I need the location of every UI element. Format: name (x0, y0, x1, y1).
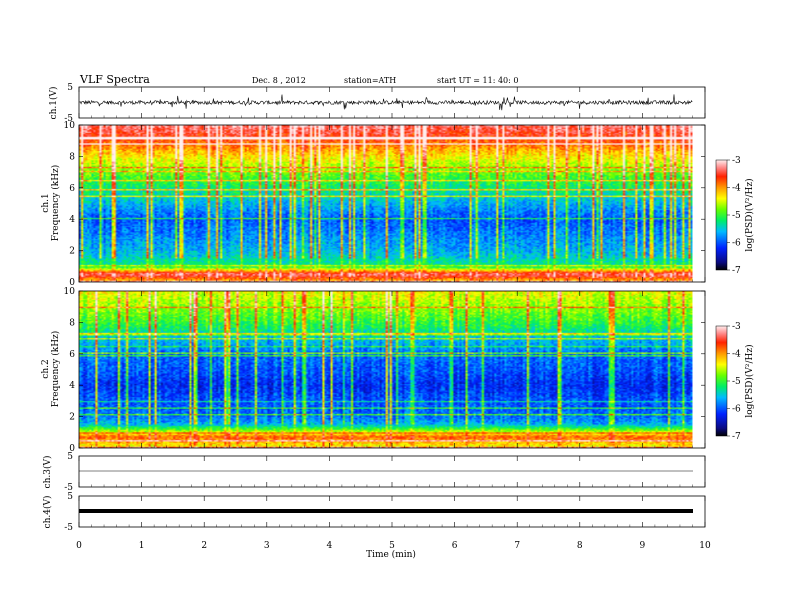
ch1-waveform-panel: 5 -5 ch.1(V) (48, 83, 706, 124)
time-tick-label: 9 (640, 541, 646, 551)
date-label: Dec. 8 , 2012 (252, 76, 306, 85)
ch2-colorbar: -3 -4 -5 -6 -7 log(PSD)(V²/Hz) (715, 322, 755, 442)
ch1-spectrogram-ylabel-freq: Frequency (kHz) (50, 165, 61, 242)
ch1-colorbar-ticks: -3 -4 -5 -6 -7 (727, 156, 741, 276)
time-tick-label: 0 (76, 541, 82, 551)
time-tick-label: 7 (514, 541, 520, 551)
ch2-ytick-group: 0 2 4 6 8 10 (64, 287, 705, 454)
ch1-ytick-label: 6 (69, 184, 75, 194)
time-tick-label: 8 (577, 541, 583, 551)
station-label: station=ATH (344, 76, 396, 85)
ch1-ytick-bottom: -5 (64, 114, 73, 124)
ch1-colorbar-tick-label: -6 (732, 239, 741, 249)
ch2-colorbar-tick-label: -6 (732, 405, 741, 415)
ch3-ytick-bottom: -5 (64, 483, 73, 493)
ch1-colorbar-gradient (715, 159, 728, 271)
ch1-ytick-label: 0 (69, 278, 75, 288)
ch1-spectrogram-image (79, 125, 693, 282)
ch2-ytick-label: 2 (69, 413, 75, 423)
ch2-colorbar-tick-label: -7 (732, 432, 741, 442)
ch1-waveform-ylabel: ch.1(V) (48, 87, 59, 120)
time-axis: 0 1 2 3 4 5 6 7 8 9 10 (76, 87, 711, 551)
ch2-ytick-label: 4 (69, 381, 75, 391)
time-tick-label: 5 (389, 541, 395, 551)
ch2-ytick-label: 6 (69, 350, 75, 360)
time-tick-label: 2 (201, 541, 207, 551)
ch2-colorbar-tick-label: -5 (732, 377, 741, 387)
ch2-colorbar-gradient (715, 325, 728, 437)
time-tick-label: 6 (452, 541, 458, 551)
ch1-spectrogram-panel: 0 2 4 6 8 10 ch.1 Frequency (kHz) (41, 121, 706, 288)
ch1-ytick-top: 5 (67, 83, 73, 93)
ch1-ytick-label: 4 (69, 215, 75, 225)
ch1-ytick-label: 2 (69, 247, 75, 257)
ch4-waveform-trace (79, 509, 693, 513)
ch2-colorbar-ticks: -3 -4 -5 -6 -7 (727, 322, 741, 442)
ch4-waveform-ylabel: ch.4(V) (42, 496, 53, 529)
ch1-colorbar-tick-label: -4 (732, 184, 741, 194)
time-tick-label: 3 (264, 541, 270, 551)
figure-title: VLF Spectra (79, 73, 150, 86)
ch2-colorbar-tick-label: -3 (732, 322, 741, 332)
time-tick-label: 1 (139, 541, 145, 551)
ch2-ytick-label: 8 (69, 318, 75, 328)
ch2-spectrogram-ylabel-freq: Frequency (kHz) (50, 331, 61, 408)
ch2-colorbar-label: log(PSD)(V²/Hz) (744, 344, 755, 417)
ch1-colorbar-label: log(PSD)(V²/Hz) (744, 178, 755, 251)
ch1-colorbar-tick-label: -5 (732, 211, 741, 221)
time-axis-label: Time (min) (366, 549, 416, 560)
ch2-colorbar-tick-label: -4 (732, 350, 741, 360)
ch2-ytick-label: 0 (69, 444, 75, 454)
ch3-ytick-top: 5 (67, 452, 73, 462)
ch2-ytick-label: 10 (64, 287, 76, 297)
ch1-ytick-group: 0 2 4 6 8 10 (64, 121, 705, 288)
ch1-colorbar-tick-label: -3 (732, 156, 741, 166)
ch1-waveform-trace (78, 94, 693, 111)
ch2-spectrogram-panel: 0 2 4 6 8 10 ch.2 Frequency (kHz) (41, 287, 706, 454)
ch1-spectrogram-ylabel-channel: ch.1 (41, 193, 51, 212)
ch3-waveform-ylabel: ch.3(V) (42, 456, 53, 489)
time-tick-label: 10 (699, 541, 711, 551)
start-time-label: start UT = 11: 40: 0 (437, 76, 518, 85)
ch2-spectrogram-image (79, 291, 693, 448)
ch4-ytick-bottom: -5 (64, 523, 73, 533)
ch1-colorbar-tick-label: -7 (732, 266, 741, 276)
ch2-spectrogram-ylabel-channel: ch.2 (41, 359, 51, 378)
ch4-ytick-top: 5 (67, 492, 73, 502)
ch1-ytick-label: 10 (64, 121, 76, 131)
ch1-ytick-label: 8 (69, 152, 75, 162)
ch1-colorbar: -3 -4 -5 -6 -7 log(PSD)(V²/Hz) (715, 156, 755, 276)
time-tick-label: 4 (327, 541, 333, 551)
